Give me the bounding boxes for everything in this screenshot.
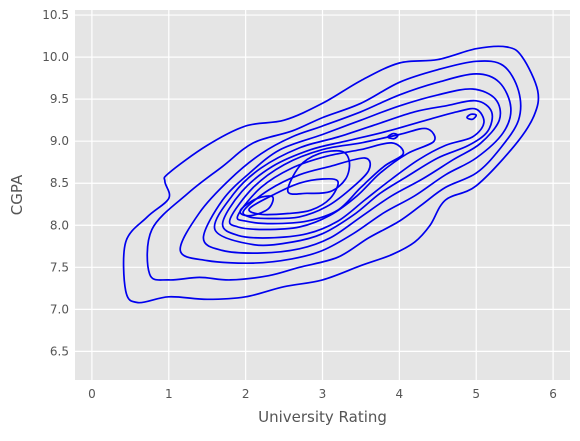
y-tick-label: 9.5 [50, 92, 69, 106]
density-contour-level-9 [242, 157, 372, 220]
y-tick-label: 8.5 [50, 176, 69, 190]
density-contour-level-6 [221, 107, 485, 239]
density-contour-level-1 [122, 45, 540, 304]
density-contour-level-7 [228, 127, 436, 231]
y-tick-label: 10.5 [42, 8, 69, 22]
grid [75, 10, 570, 380]
contour-layer [122, 45, 540, 304]
density-contour-level-5 [213, 99, 494, 247]
y-axis-ticks: 6.5 7.0 7.5 8.0 8.5 9.0 9.5 10.0 10.5 [42, 8, 69, 358]
y-axis-title: CGPA [8, 174, 26, 215]
density-contour-level-11 [239, 195, 275, 217]
y-tick-label: 7.0 [50, 302, 69, 316]
density-contour-level-4 [202, 88, 502, 254]
density-contour-level-12 [286, 149, 351, 195]
density-contour-level-2 [146, 60, 522, 281]
x-axis-ticks: 0 1 2 3 4 5 6 [88, 387, 557, 401]
x-tick-label: 0 [88, 387, 96, 401]
density-contour-level-8 [236, 142, 405, 225]
x-tick-label: 3 [319, 387, 327, 401]
density-contour-level-14 [466, 113, 478, 121]
x-axis-title: University Rating [258, 408, 387, 426]
density-contour-level-3 [179, 73, 512, 265]
y-tick-label: 9.0 [50, 134, 69, 148]
x-tick-label: 5 [472, 387, 480, 401]
y-tick-label: 6.5 [50, 344, 69, 358]
x-tick-label: 2 [242, 387, 250, 401]
y-tick-label: 7.5 [50, 260, 69, 274]
x-tick-label: 4 [396, 387, 404, 401]
y-tick-label: 8.0 [50, 218, 69, 232]
x-tick-label: 1 [165, 387, 173, 401]
x-tick-label: 6 [549, 387, 557, 401]
density-contour-level-13 [386, 132, 399, 140]
y-tick-label: 10.0 [42, 50, 69, 64]
